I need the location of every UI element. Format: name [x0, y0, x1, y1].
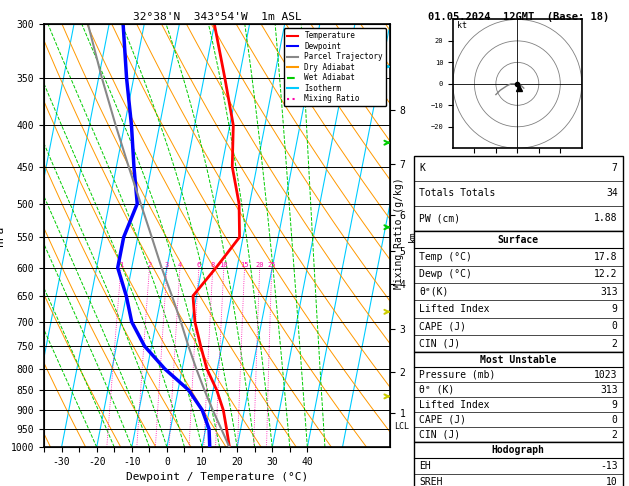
Text: 0: 0: [612, 415, 618, 425]
Text: K: K: [419, 163, 425, 173]
Text: CAPE (J): CAPE (J): [419, 321, 466, 331]
Text: PW (cm): PW (cm): [419, 213, 460, 223]
Text: kt: kt: [457, 21, 467, 30]
Text: Totals Totals: Totals Totals: [419, 188, 495, 198]
Text: 25: 25: [267, 262, 276, 268]
Text: -13: -13: [600, 461, 618, 471]
Text: © weatheronline.co.uk: © weatheronline.co.uk: [467, 474, 571, 484]
Text: 20: 20: [255, 262, 264, 268]
Text: 17.8: 17.8: [594, 252, 618, 262]
Text: LCL: LCL: [394, 422, 409, 431]
Text: θᵉ (K): θᵉ (K): [419, 385, 454, 395]
Text: 34: 34: [606, 188, 618, 198]
Text: 3: 3: [165, 262, 169, 268]
Text: CIN (J): CIN (J): [419, 339, 460, 348]
Text: 10: 10: [606, 477, 618, 486]
Text: Lifted Index: Lifted Index: [419, 400, 489, 410]
Text: 12.2: 12.2: [594, 269, 618, 279]
Text: 1023: 1023: [594, 370, 618, 380]
Text: 2: 2: [612, 430, 618, 440]
Text: 2: 2: [612, 339, 618, 348]
Text: 4: 4: [178, 262, 182, 268]
Text: CAPE (J): CAPE (J): [419, 415, 466, 425]
Text: θᵉ(K): θᵉ(K): [419, 287, 448, 296]
Text: EH: EH: [419, 461, 431, 471]
Text: Lifted Index: Lifted Index: [419, 304, 489, 314]
Text: Mixing Ratio (g/kg): Mixing Ratio (g/kg): [394, 177, 404, 289]
Text: Temp (°C): Temp (°C): [419, 252, 472, 262]
Text: Hodograph: Hodograph: [492, 445, 545, 455]
Y-axis label: km
ASL: km ASL: [408, 227, 430, 244]
Y-axis label: hPa: hPa: [0, 226, 5, 246]
Text: 9: 9: [612, 304, 618, 314]
Text: Surface: Surface: [498, 235, 539, 244]
Text: CIN (J): CIN (J): [419, 430, 460, 440]
Title: 32°38'N  343°54'W  1m ASL: 32°38'N 343°54'W 1m ASL: [133, 12, 301, 22]
Text: 1: 1: [119, 262, 123, 268]
Text: 01.05.2024  12GMT  (Base: 18): 01.05.2024 12GMT (Base: 18): [428, 12, 610, 22]
Text: Pressure (mb): Pressure (mb): [419, 370, 495, 380]
Text: 7: 7: [612, 163, 618, 173]
Text: 2: 2: [147, 262, 152, 268]
Text: Most Unstable: Most Unstable: [480, 355, 557, 365]
Text: 8: 8: [211, 262, 215, 268]
Text: SREH: SREH: [419, 477, 442, 486]
Text: Dewp (°C): Dewp (°C): [419, 269, 472, 279]
Text: 15: 15: [240, 262, 249, 268]
Text: 9: 9: [612, 400, 618, 410]
Text: 6: 6: [197, 262, 201, 268]
Legend: Temperature, Dewpoint, Parcel Trajectory, Dry Adiabat, Wet Adiabat, Isotherm, Mi: Temperature, Dewpoint, Parcel Trajectory…: [284, 28, 386, 106]
X-axis label: Dewpoint / Temperature (°C): Dewpoint / Temperature (°C): [126, 472, 308, 483]
Text: 1.88: 1.88: [594, 213, 618, 223]
Text: 313: 313: [600, 385, 618, 395]
Text: 0: 0: [612, 321, 618, 331]
Text: 10: 10: [220, 262, 228, 268]
Text: 313: 313: [600, 287, 618, 296]
